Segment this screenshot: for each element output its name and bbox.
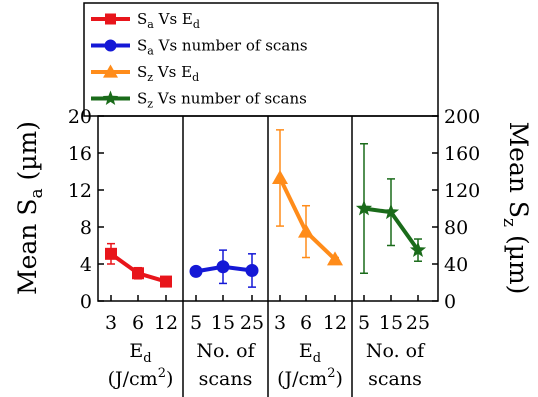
panel-x-label: (J/cm2) (108, 366, 174, 390)
data-point (382, 203, 400, 220)
y-right-tick-label: 80 (444, 217, 468, 239)
y-right-tick-label: 160 (444, 143, 480, 165)
data-point (189, 264, 203, 278)
y-left-tick-label: 8 (80, 217, 92, 239)
x-tick-label: 25 (240, 312, 264, 334)
series-line (278, 177, 337, 261)
legend: Sa Vs Ed Sa Vs number of scans Sz Vs Ed Sz … (83, 2, 439, 117)
legend-marker (104, 39, 117, 52)
data-point (216, 260, 230, 274)
x-tick-label: 5 (190, 312, 202, 334)
series (355, 143, 427, 274)
panel-x-label: No. of (366, 340, 426, 362)
legend-marker (102, 90, 119, 105)
y-right-tick-label: 40 (444, 254, 468, 276)
series (272, 129, 343, 266)
x-tick-label: 25 (406, 312, 430, 334)
data-point (245, 263, 259, 277)
legend-label: Sa Vs Ed (137, 10, 200, 31)
data-point (355, 200, 373, 216)
series (105, 242, 172, 288)
y-right-title: Mean Sz (µm) (499, 122, 533, 295)
y-left-tick-label: 16 (68, 143, 92, 165)
legend-item: Sa Vs number of scans (91, 37, 308, 58)
data-point (272, 169, 288, 184)
x-tick-label: 15 (379, 312, 403, 334)
x-tick-label: 3 (105, 312, 117, 334)
data-point (105, 247, 117, 260)
data-point (409, 241, 427, 257)
y-left-tick-label: 0 (80, 291, 92, 313)
data-point (132, 267, 144, 280)
x-tick-label: 6 (132, 312, 144, 334)
legend-label: Sz Vs number of scans (137, 90, 307, 111)
plot-frame (97, 115, 439, 397)
series-layer (105, 129, 427, 288)
data-point (327, 251, 343, 266)
panel-x-label: (J/cm2) (277, 366, 343, 390)
data-point (160, 275, 172, 288)
y-right-tick-label: 0 (444, 291, 456, 313)
y-left-tick-label: 12 (68, 180, 92, 202)
data-point (298, 223, 314, 238)
axis-labels: Mean Sa (µm) Mean Sz (µm)Ed(J/cm2)No. ofs… (13, 121, 533, 390)
x-tick-label: 12 (323, 312, 347, 334)
x-tick-label: 3 (274, 312, 286, 334)
y-right-tick-label: 120 (444, 180, 480, 202)
y-left-tick-label: 20 (68, 106, 92, 128)
x-tick-label: 12 (154, 312, 178, 334)
legend-label: Sz Vs Ed (137, 63, 199, 84)
legend-label: Sa Vs number of scans (137, 37, 308, 58)
legend-box (83, 2, 439, 117)
x-tick-label: 15 (211, 312, 235, 334)
panel-x-label: Ed (299, 340, 321, 366)
y-left-title: Mean Sa (µm) (13, 121, 47, 295)
legend-marker (105, 13, 116, 25)
panel-x-label: No. of (196, 340, 256, 362)
x-tick-label: 5 (358, 312, 370, 334)
x-tick-label: 6 (300, 312, 312, 334)
legend-item: Sz Vs Ed (91, 63, 199, 84)
series (189, 249, 259, 288)
legend-item: Sa Vs Ed (91, 10, 200, 31)
panel-x-label: scans (199, 368, 253, 390)
y-right-tick-label: 200 (444, 106, 480, 128)
legend-item: Sz Vs number of scans (91, 90, 307, 111)
panel-x-label: scans (368, 368, 422, 390)
panel-x-label: Ed (129, 340, 151, 366)
y-left-tick-label: 4 (80, 254, 92, 276)
legend-marker (103, 64, 118, 78)
